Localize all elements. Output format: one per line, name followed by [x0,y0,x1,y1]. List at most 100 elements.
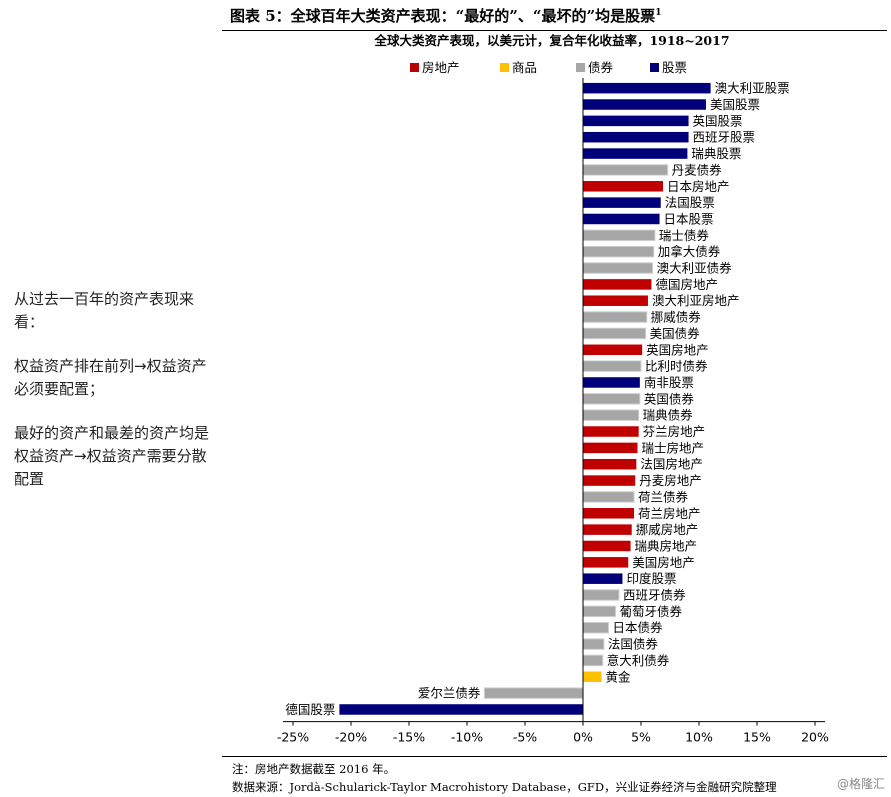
footnote-marker: 1 [655,8,662,18]
bar [582,638,605,650]
bar-label: 德国房地产 [655,277,718,292]
bar-label: 加拿大债券 [658,244,721,259]
bar-label: 挪威房地产 [636,522,699,537]
bar [583,426,639,437]
bar [582,311,648,323]
legend-label: 股票 [662,60,687,75]
bar-label: 日本债券 [613,620,664,635]
bar [583,540,631,552]
bar-label: 澳大利亚股票 [715,81,790,96]
bar-label: 葡萄牙债券 [619,604,682,619]
bar [583,508,635,519]
source-text: 数据来源：Jordà-Schularick-Taylor Macrohistor… [232,780,777,794]
bar [582,654,604,667]
bar [582,589,620,601]
bar [582,491,635,503]
bar-label: 爱尔兰债券 [418,686,481,701]
bar [583,671,602,683]
commentary-paragraph: 最好的资产和最差的资产均是权益资产→权益资产需要分散配置 [14,424,210,488]
bar-label: 印度股票 [626,571,676,586]
bar [583,344,643,356]
bar [583,279,652,290]
bar-label: 荷兰债券 [638,489,689,504]
bar-label: 瑞典股票 [691,146,741,161]
bar-label: 西班牙债券 [623,588,686,603]
legend-label: 债券 [588,60,614,75]
bar-label: 西班牙股票 [693,130,756,145]
bar [583,115,689,127]
x-tick-label: -25% [277,730,309,745]
bar [583,458,637,470]
bar [582,360,642,372]
bar-label: 瑞士债券 [659,228,710,243]
watermark: @格隆汇 [836,777,885,791]
bar-label: 澳大利亚房地产 [652,293,740,308]
x-tick-label: 5% [631,730,651,745]
bar-chart: 全球大类资产表现，以美元计，复合年化收益率，1918~2017 房地产 商品 债券 股票… [277,33,829,745]
bar-label: 意大利债券 [607,653,670,668]
bar-label: 英国债券 [644,391,695,406]
legend-swatch [410,63,419,72]
bar-label: 芬兰房地产 [643,424,706,439]
bar [582,605,616,618]
legend-swatch [650,63,659,72]
bar-label: 英国股票 [693,113,743,128]
bar-label: 日本房地产 [667,179,730,194]
legend-swatch [576,63,585,72]
bar-label: 美国债券 [650,326,701,341]
x-tick-label: 0% [573,730,593,745]
bar [582,229,656,242]
x-tick-label: -10% [451,730,483,745]
x-tick-label: 10% [685,730,713,745]
x-tick-label: -20% [335,730,367,745]
bar [583,131,689,143]
bar [583,524,632,535]
legend-label: 商品 [512,60,537,75]
bar-label: 澳大利亚债券 [657,261,733,276]
bar-label: 挪威债券 [651,310,702,325]
bar [582,327,647,340]
bar [583,573,623,584]
bar [582,393,641,405]
bar-label: 法国房地产 [640,457,703,472]
footnote-text: 注：房地产数据截至 2016 年。 [232,762,396,776]
bar-label: 法国股票 [665,195,715,210]
bar-label: 日本股票 [664,211,714,226]
commentary-panel: 从过去一百年的资产表现来看： 权益资产排在前列→权益资产必须要配置； 最好的资产… [14,288,219,512]
x-tick-label: -5% [513,730,537,745]
bar [583,82,711,94]
bar [583,475,636,486]
figure-title-text: 图表 5：全球百年大类资产表现：“最好的”、“最坏的”均是股票 [230,7,656,25]
commentary-paragraph: 从过去一百年的资产表现来看： [14,290,195,331]
bar-label: 南非股票 [644,375,694,390]
bar [582,621,610,634]
legend-swatch [500,63,509,72]
bar [583,181,664,192]
bar [483,687,584,699]
bar-label: 黄金 [606,669,632,684]
commentary-paragraph: 权益资产排在前列→权益资产必须要配置； [14,357,207,398]
bar-label: 法国债券 [608,637,659,652]
bar-label: 丹麦债券 [672,162,723,177]
bar-label: 瑞士房地产 [642,440,705,455]
bar-label: 瑞典房地产 [635,538,698,553]
bar-label: 丹麦房地产 [639,473,702,488]
x-tick-label: 20% [801,730,829,745]
bar-label: 瑞典债券 [643,408,694,423]
bar [582,164,669,176]
figure-title: 图表 5：全球百年大类资产表现：“最好的”、“最坏的”均是股票1 [230,5,661,26]
footer: 注：房地产数据截至 2016 年。 数据来源：Jordà-Schularick-… [222,756,887,794]
bar-label: 荷兰房地产 [638,506,701,521]
bar-label: 美国股票 [710,97,760,112]
bar [583,148,688,159]
x-tick-label: -15% [393,730,425,745]
bar [583,377,640,388]
bar [583,197,661,208]
bar [339,704,583,715]
bar [583,295,648,306]
bar [582,262,654,274]
bar [583,557,629,568]
bar-label: 比利时债券 [645,359,708,374]
bar [583,213,660,225]
bar [582,245,655,258]
